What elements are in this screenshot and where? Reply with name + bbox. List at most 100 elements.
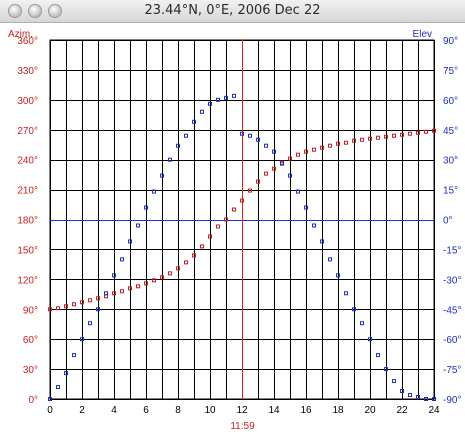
azimuth-point (368, 136, 372, 141)
azimuth-point (256, 179, 260, 184)
chart-labels: Azim. Elev 11:59 (8, 29, 432, 432)
elevation-point (280, 161, 284, 166)
azimuth-point (168, 271, 172, 276)
elevation-point (424, 397, 428, 401)
elevation-point (216, 97, 220, 102)
close-window-button[interactable] (8, 4, 22, 18)
elevation-point (232, 93, 236, 98)
azimuth-point (352, 138, 356, 143)
elevation-point (136, 223, 140, 228)
elevation-point (376, 353, 380, 358)
azimuth-point (176, 266, 180, 271)
right-axis-tick-label: -30° (443, 275, 461, 286)
x-axis-tick-label: 8 (175, 405, 181, 416)
azimuth-point (248, 188, 252, 193)
x-axis-tick-label: 16 (300, 405, 312, 416)
azimuth-point (64, 304, 68, 309)
azimuth-point (128, 286, 132, 291)
right-axis-tick-label: -75° (443, 365, 461, 376)
azimuth-point (288, 156, 292, 161)
azimuth-point (160, 275, 164, 280)
elevation-point (320, 239, 324, 244)
elevation-point (64, 371, 68, 376)
x-axis-tick-label: 2 (79, 405, 85, 416)
azimuth-point (112, 291, 116, 296)
azimuth-point (144, 281, 148, 286)
right-axis-tick-label: 45° (443, 126, 458, 137)
elevation-point (160, 173, 164, 178)
azimuth-point (424, 129, 428, 134)
x-axis-tick-label: 20 (364, 405, 376, 416)
azimuth-point (96, 296, 100, 301)
azimuth-point (376, 135, 380, 140)
elevation-point (272, 149, 276, 154)
right-axis-tick-label: 30° (443, 156, 458, 167)
x-axis-tick-label: 12 (236, 405, 248, 416)
minimize-window-button[interactable] (28, 4, 42, 18)
x-axis-tick-label: 22 (396, 405, 408, 416)
azimuth-point (232, 207, 236, 212)
elevation-point (48, 397, 52, 401)
elevation-point (168, 157, 172, 162)
elevation-point (152, 189, 156, 194)
azimuth-point (328, 143, 332, 148)
elevation-point (304, 205, 308, 210)
x-axis-tick-label: 0 (47, 405, 53, 416)
elevation-point (392, 379, 396, 384)
elevation-point (184, 133, 188, 138)
elevation-point (432, 397, 436, 401)
azimuth-point (432, 128, 436, 133)
azimuth-point (120, 289, 124, 294)
x-axis-tick-label: 24 (428, 405, 440, 416)
elevation-point (176, 143, 180, 148)
left-axis-tick-label: 90° (23, 305, 38, 316)
right-axis-tick-label: 15° (443, 186, 458, 197)
azimuth-point (384, 134, 388, 139)
elevation-point (248, 133, 252, 138)
elevation-point (128, 239, 132, 244)
left-axis-title: Azim. (8, 29, 33, 40)
azimuth-point (184, 260, 188, 265)
elevation-point (88, 321, 92, 326)
x-axis-tick-label: 4 (111, 405, 117, 416)
zoom-window-button[interactable] (48, 4, 62, 18)
left-axis-tick-label: 150° (17, 245, 38, 256)
azimuth-point (200, 244, 204, 249)
x-axis-tick-label: 14 (268, 405, 280, 416)
azimuth-point (400, 132, 404, 137)
sun-position-chart: 0°30°60°90°120°150°180°210°240°270°300°3… (8, 29, 461, 432)
azimuth-point (192, 253, 196, 258)
reference-lines (50, 40, 434, 399)
elevation-point (328, 257, 332, 262)
left-axis-tick-label: 330° (17, 66, 38, 77)
left-axis-tick-label: 300° (17, 96, 38, 107)
elevation-point (120, 257, 124, 262)
elevation-point (96, 307, 100, 312)
azimuth-point (56, 306, 60, 311)
azimuth-point (304, 149, 308, 154)
elevation-point (240, 131, 244, 136)
right-axis-tick-label: 90° (443, 36, 458, 47)
right-axis-tick-label: -90° (443, 395, 461, 406)
x-axis-tick-label: 18 (332, 405, 344, 416)
left-axis-tick-label: 120° (17, 275, 38, 286)
elevation-point (312, 223, 316, 228)
azimuth-point (312, 147, 316, 152)
elevation-point (104, 291, 108, 296)
elevation-point (264, 143, 268, 148)
right-axis-tick-label: -45° (443, 305, 461, 316)
azimuth-point (224, 217, 228, 222)
right-axis-tick-label: 75° (443, 66, 458, 77)
elevation-point (192, 119, 196, 124)
right-axis-tick-label: -60° (443, 335, 461, 346)
azimuth-point (392, 133, 396, 138)
elevation-point (224, 95, 228, 100)
azimuth-point (152, 278, 156, 283)
azimuth-point (416, 130, 420, 135)
azimuth-point (320, 145, 324, 150)
right-axis-tick-label: 60° (443, 96, 458, 107)
x-axis-tick-label: 10 (204, 405, 216, 416)
azimuth-point (360, 137, 364, 142)
elevation-point (360, 321, 364, 326)
